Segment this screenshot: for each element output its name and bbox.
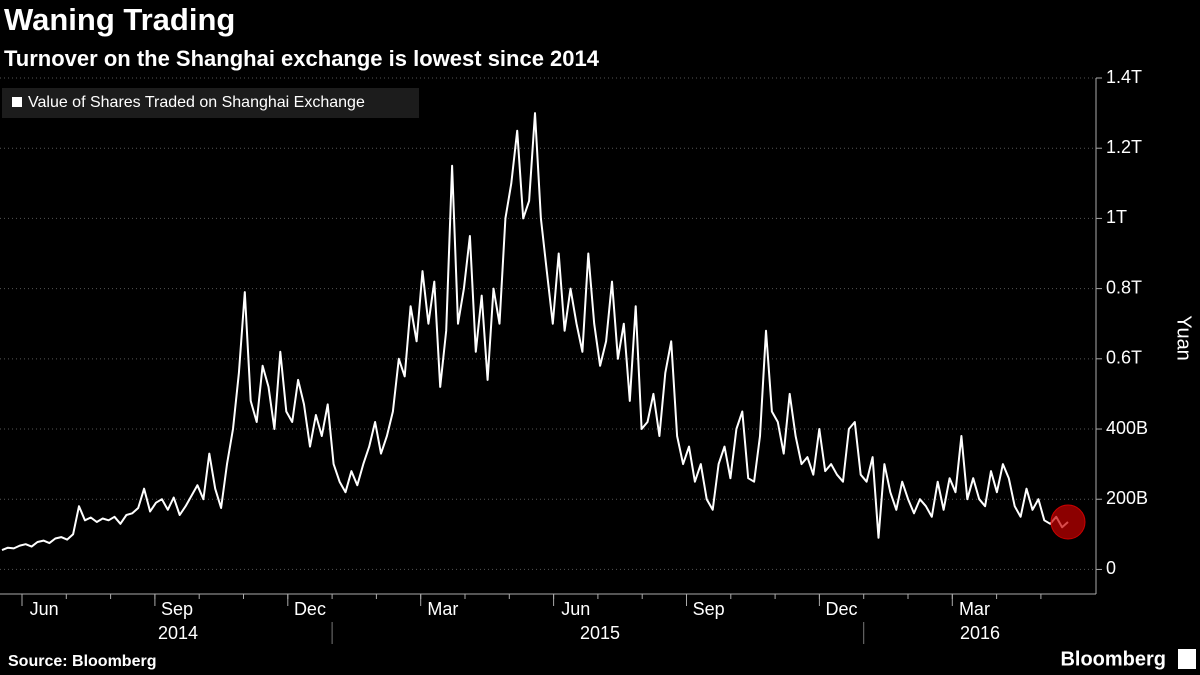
brand-icon — [1178, 649, 1196, 669]
year-label: 2016 — [960, 623, 1000, 643]
legend-label: Value of Shares Traded on Shanghai Excha… — [28, 94, 365, 111]
y-tick-label: 0 — [1106, 558, 1116, 578]
y-tick-label: 1.2T — [1106, 137, 1142, 157]
y-tick-label: 200B — [1106, 488, 1148, 508]
x-tick-label: Mar — [959, 599, 990, 619]
x-tick-label: Mar — [427, 599, 458, 619]
chart-subtitle: Turnover on the Shanghai exchange is low… — [4, 46, 600, 71]
y-tick-label: 1.4T — [1106, 67, 1142, 87]
year-label: 2014 — [158, 623, 198, 643]
y-tick-label: 0.8T — [1106, 277, 1142, 297]
y-tick-label: 400B — [1106, 418, 1148, 438]
y-tick-label: 0.6T — [1106, 348, 1142, 368]
x-tick-label: Jun — [561, 599, 590, 619]
x-tick-label: Jun — [30, 599, 59, 619]
legend-swatch — [12, 97, 22, 107]
line — [1, 112, 1069, 552]
y-tick-label: 1T — [1106, 207, 1127, 227]
y-axis-title: Yuan — [1173, 315, 1195, 361]
chart-title: Waning Trading — [4, 2, 235, 37]
legend-box — [2, 88, 419, 118]
x-tick-label: Dec — [826, 599, 858, 619]
x-tick-label: Dec — [294, 599, 326, 619]
source: Source: Bloomberg — [8, 653, 156, 670]
x-tick-label: Sep — [161, 599, 193, 619]
brand: Bloomberg — [1060, 648, 1166, 670]
x-tick-label: Sep — [693, 599, 725, 619]
year-label: 2015 — [580, 623, 620, 643]
end-marker — [1050, 504, 1086, 540]
